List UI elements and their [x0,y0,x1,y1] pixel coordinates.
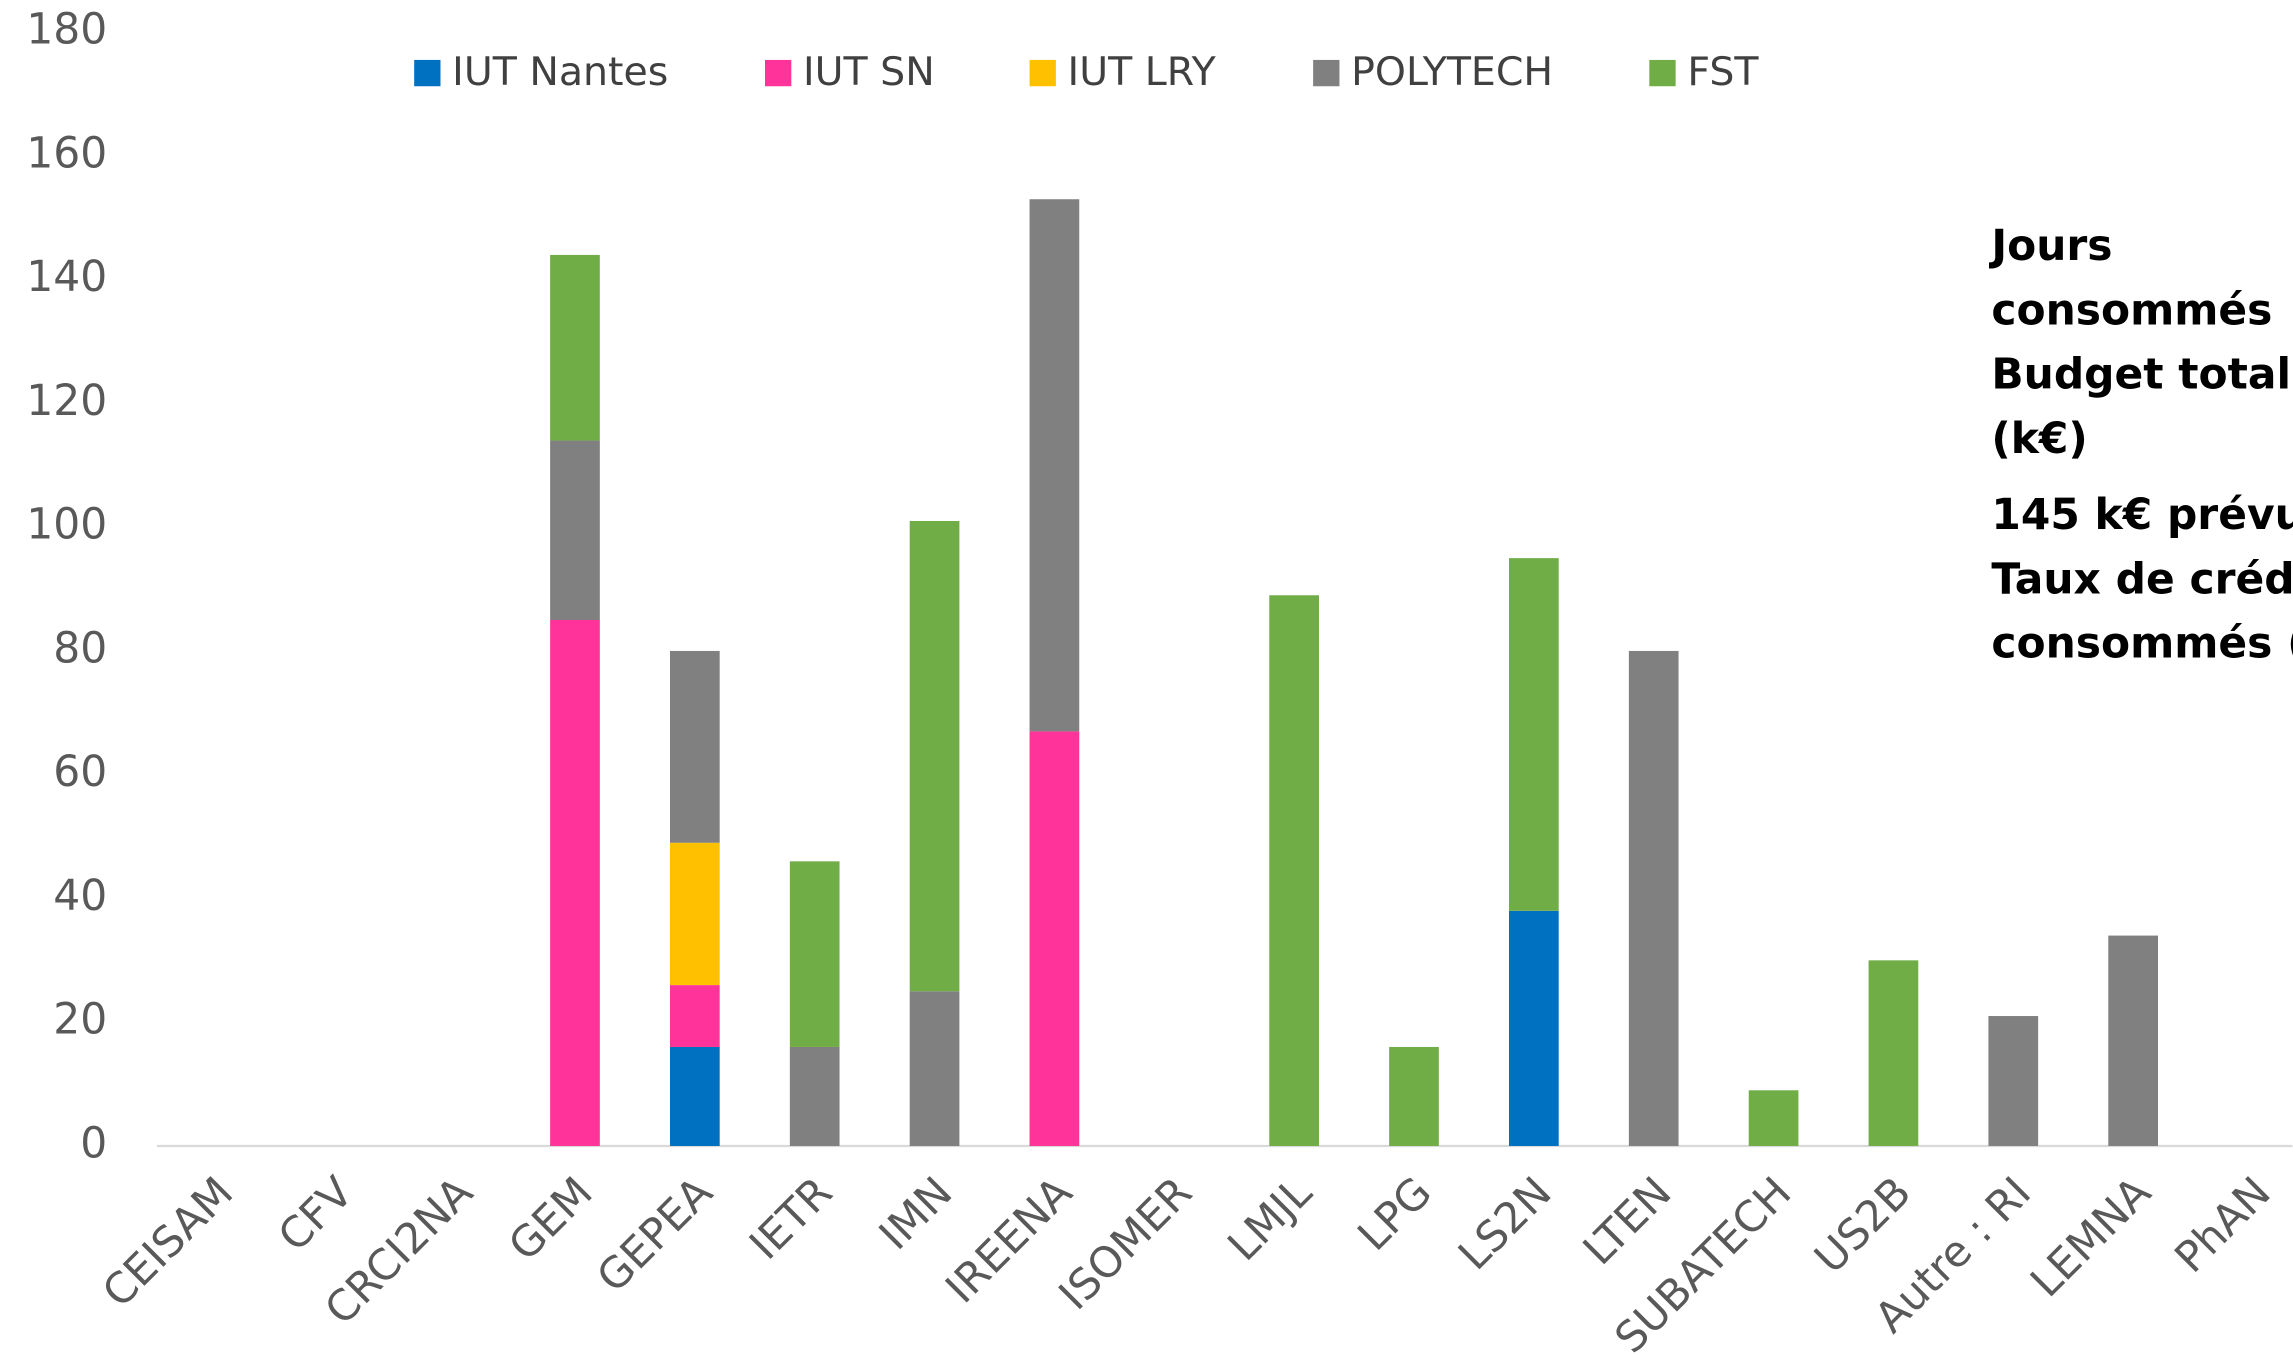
bar-segment [550,254,600,441]
bar-segment [669,842,720,986]
bar-segment [2108,935,2158,1146]
x-tick-label: LPG [1348,1167,1441,1260]
annotation: (k€) [1991,414,2087,463]
bar-segment [1029,199,1080,732]
annotation: Taux de crédit [1991,554,2293,603]
bar-segment [550,620,600,1146]
y-tick-label: 140 [26,252,107,301]
y-tick-label: 100 [26,500,107,549]
bar-segment [789,1046,840,1146]
legend-swatch [414,59,441,87]
legend-swatch [1029,59,1056,87]
x-tick-label: IMN [870,1167,962,1259]
bar-segment [1628,650,1679,1146]
x-tick-label: LS2N [1449,1167,1561,1279]
y-tick-label: 40 [53,871,107,920]
x-tick-label: GEPEA [587,1167,721,1301]
y-tick-label: 180 [26,5,107,54]
x-tick-label: GEM [499,1167,602,1270]
y-tick-label: 80 [53,623,107,672]
bar-segment [789,861,840,1047]
bar-segment [669,985,720,1047]
x-tick-label: LMJL [1218,1167,1321,1270]
annotation: 145 k€ prévus [1991,490,2293,539]
bar-segment [1509,910,1559,1146]
x-tick-label: CFV [269,1167,362,1260]
bar-segment [550,440,600,621]
legend-label: IUT LRY [1068,49,1217,95]
x-tick-label: US2B [1805,1167,1920,1282]
bar-segment [909,521,960,992]
bar-segment [1509,558,1559,911]
legend-label: FST [1687,49,1759,95]
legend-label: IUT Nantes [452,49,668,95]
x-tick-label: LTEN [1574,1167,1681,1274]
y-tick-label: 60 [53,747,107,796]
y-tick-label: 20 [53,995,107,1044]
y-tick-label: 160 [26,128,107,177]
bar-segment [1868,960,1919,1146]
annotation: consommés [1991,285,2272,334]
bar-segment [669,650,720,843]
x-tick-label: PhAN [2165,1167,2280,1282]
y-tick-label: 0 [80,1118,107,1167]
x-tick-label: IETR [740,1167,842,1269]
x-tick-label: ISOMER [1049,1167,1201,1319]
bar-segment [1269,595,1319,1146]
bar-segment [909,991,960,1146]
annotation: Budget total [1991,350,2291,399]
y-tick-label: 120 [26,376,107,425]
legend-label: IUT SN [803,49,935,95]
bar-segment [1029,731,1080,1146]
legend-swatch [1313,59,1340,87]
legend-swatch [1649,59,1676,87]
annotation: Jours [1988,221,2112,270]
bar-segment [1389,1046,1439,1146]
legend-swatch [764,59,792,87]
legend-label: POLYTECH [1351,49,1553,95]
bar-segment [669,1046,720,1146]
x-tick-label: LEMNA [2021,1167,2160,1306]
bar-segment [1748,1090,1799,1146]
annotation: consommés (% [1991,619,2293,668]
x-tick-label: CEISAM [93,1167,242,1316]
bar-segment [1988,1016,2039,1146]
